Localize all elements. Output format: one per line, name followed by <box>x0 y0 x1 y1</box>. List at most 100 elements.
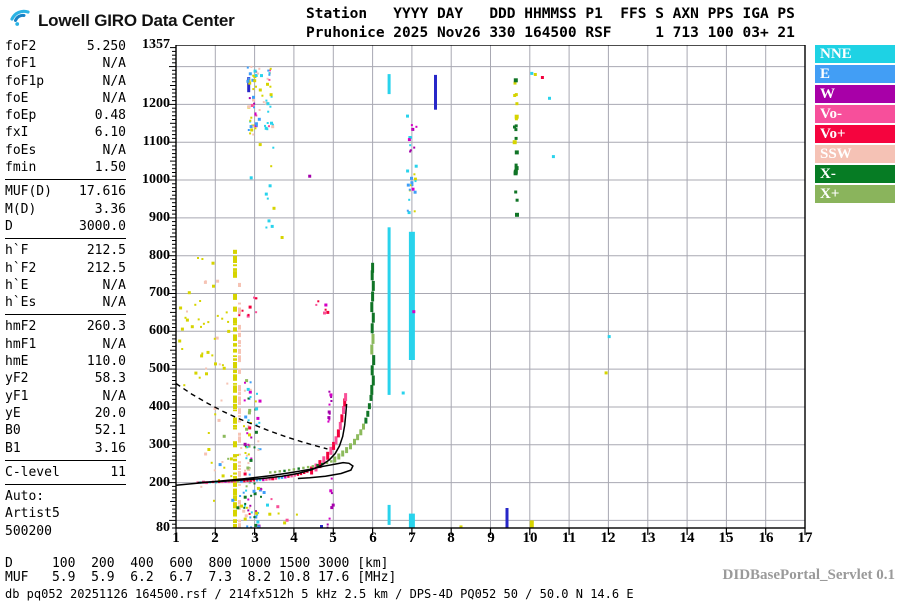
param-row: fxI 6.10 <box>5 124 126 141</box>
param-value: 52.1 <box>94 423 126 439</box>
param-row: B0 52.1 <box>5 422 126 439</box>
param-label: C-level <box>5 464 60 480</box>
param-label: h`F2 <box>5 260 37 276</box>
param-label: fmin <box>5 160 37 176</box>
param-value: 3.16 <box>94 440 126 456</box>
param-row: fmin 1.50 <box>5 159 126 176</box>
x-axis-label: 9 <box>487 530 495 546</box>
param-value: 17.616 <box>79 184 126 200</box>
polarization-legend: NNE E W Vo- Vo+ SSW X- X+ <box>815 45 895 205</box>
param-row: yE 20.0 <box>5 405 126 422</box>
legend-item-x: X+ <box>815 185 895 203</box>
param-label: D <box>5 218 13 234</box>
x-axis-label: 8 <box>447 530 455 546</box>
param-row: foEs N/A <box>5 142 126 159</box>
y-axis-label: 1357 <box>142 37 170 52</box>
param-value: 5.250 <box>86 39 126 54</box>
param-value: N/A <box>102 388 126 404</box>
y-axis-label: 1100 <box>142 134 170 149</box>
param-value: 212.5 <box>86 260 126 276</box>
station-header-line1: Station YYYY DAY DDD HHMMSS P1 FFS S AXN… <box>306 6 795 22</box>
param-row: h`Es N/A <box>5 294 126 311</box>
param-label: foEp <box>5 108 37 124</box>
param-row: foE N/A <box>5 90 126 107</box>
legend-item-vo: Vo+ <box>815 125 895 143</box>
param-row: foF1p N/A <box>5 73 126 90</box>
x-axis-label: 10 <box>522 530 538 546</box>
param-row: Artist5 <box>5 505 126 522</box>
legend-item-e: E <box>815 65 895 83</box>
param-value: 58.3 <box>94 371 126 387</box>
param-row: h`F2 212.5 <box>5 260 126 277</box>
param-value: 212.5 <box>86 243 126 259</box>
param-value: N/A <box>102 73 126 89</box>
param-row: Auto: <box>5 488 126 505</box>
station-header-line2: Pruhonice 2025 Nov26 330 164500 RSF 1 71… <box>306 25 795 41</box>
param-row: foF1 N/A <box>5 55 126 72</box>
x-axis-label: 11 <box>561 530 577 546</box>
legend-item-w: W <box>815 85 895 103</box>
param-row: h`E N/A <box>5 277 126 294</box>
param-row: M(D) 3.36 <box>5 201 126 218</box>
param-label: hmF1 <box>5 336 37 352</box>
param-value: 3000.0 <box>79 218 126 234</box>
param-group: C-level 11 <box>5 464 126 486</box>
y-axis-label: 1000 <box>142 172 170 187</box>
x-axis-label: 6 <box>369 530 377 546</box>
param-row: hmF1 N/A <box>5 336 126 353</box>
y-axis-label: 200 <box>149 475 170 490</box>
param-group: Auto: Artist5 500200 <box>5 488 126 543</box>
x-axis-label: 7 <box>408 530 416 546</box>
distance-row: D 100 200 400 600 800 1000 1500 3000 [km… <box>5 556 389 571</box>
y-axis-label: 800 <box>149 248 170 263</box>
param-value: 260.3 <box>86 319 126 335</box>
param-label: foE <box>5 90 29 106</box>
param-row: h`F 212.5 <box>5 242 126 259</box>
x-axis-label: 1 <box>172 530 180 546</box>
param-row: D 3000.0 <box>5 218 126 235</box>
param-row: foEp 0.48 <box>5 107 126 124</box>
param-value: 20.0 <box>94 405 126 421</box>
param-value: 6.10 <box>94 125 126 141</box>
x-axis-label: 12 <box>600 530 616 546</box>
x-axis-label: 5 <box>329 530 337 546</box>
param-label: Artist5 <box>5 506 60 522</box>
param-row: yF1 N/A <box>5 388 126 405</box>
y-axis-label: 700 <box>149 285 170 300</box>
legend-item-vo: Vo- <box>815 105 895 123</box>
param-label: hmE <box>5 354 29 370</box>
y-axis-label: 500 <box>149 361 170 376</box>
param-value: N/A <box>102 90 126 106</box>
param-value: N/A <box>102 336 126 352</box>
y-axis-label: 80 <box>156 520 170 535</box>
param-label: B1 <box>5 440 21 456</box>
param-group: MUF(D) 17.616 M(D) 3.36 D 3000.0 <box>5 183 126 240</box>
param-label: fxI <box>5 125 29 141</box>
giro-logo-icon <box>8 6 32 35</box>
param-value: N/A <box>102 277 126 293</box>
param-label: M(D) <box>5 201 37 217</box>
param-value: 11 <box>110 464 126 480</box>
param-row: 500200 <box>5 523 126 540</box>
x-axis-label: 13 <box>640 530 656 546</box>
param-label: B0 <box>5 423 21 439</box>
param-label: hmF2 <box>5 319 37 335</box>
ionogram-plot <box>166 44 816 541</box>
param-row: C-level 11 <box>5 464 126 481</box>
param-row: B1 3.16 <box>5 440 126 457</box>
y-axis-label: 300 <box>149 437 170 452</box>
param-value: 110.0 <box>86 354 126 370</box>
y-axis-label: 900 <box>149 210 170 225</box>
param-value: 1.50 <box>94 160 126 176</box>
brand: Lowell GIRO Data Center <box>8 6 235 35</box>
param-value: N/A <box>102 56 126 72</box>
param-row: foF2 5.250 <box>5 38 126 55</box>
param-row: MUF(D) 17.616 <box>5 183 126 200</box>
page-title: Lowell GIRO Data Center <box>38 10 235 30</box>
y-axis-label: 400 <box>149 399 170 414</box>
ionogram-canvas <box>169 44 806 535</box>
x-axis-label: 2 <box>211 530 219 546</box>
servlet-version: DIDBasePortal_Servlet 0.1 <box>722 567 895 583</box>
param-label: MUF(D) <box>5 184 52 200</box>
